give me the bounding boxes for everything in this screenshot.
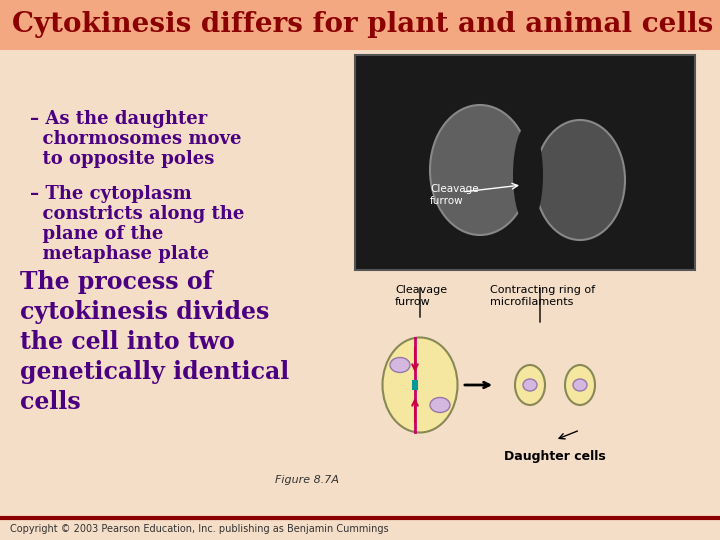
Text: Daughter cells: Daughter cells xyxy=(504,450,606,463)
Ellipse shape xyxy=(430,105,530,235)
Text: to opposite poles: to opposite poles xyxy=(30,150,215,168)
Text: – The cytoplasm: – The cytoplasm xyxy=(30,185,192,203)
Ellipse shape xyxy=(515,365,545,405)
Text: genetically identical: genetically identical xyxy=(20,360,289,384)
Text: Cleavage
furrow: Cleavage furrow xyxy=(430,184,479,206)
Text: chormosomes move: chormosomes move xyxy=(30,130,241,148)
Text: constricts along the: constricts along the xyxy=(30,205,244,223)
Text: plane of the: plane of the xyxy=(30,225,163,243)
Bar xyxy=(412,380,418,390)
Ellipse shape xyxy=(523,379,537,391)
Text: Figure 8.7A: Figure 8.7A xyxy=(275,475,339,485)
Text: metaphase plate: metaphase plate xyxy=(30,245,209,263)
Ellipse shape xyxy=(430,397,450,413)
Text: Contracting ring of
microfilaments: Contracting ring of microfilaments xyxy=(490,285,595,307)
Text: the cell into two: the cell into two xyxy=(20,330,235,354)
Text: The process of: The process of xyxy=(20,270,212,294)
Ellipse shape xyxy=(513,125,543,225)
Ellipse shape xyxy=(565,365,595,405)
Ellipse shape xyxy=(390,357,410,373)
FancyBboxPatch shape xyxy=(355,55,695,270)
Text: – As the daughter: – As the daughter xyxy=(30,110,207,128)
Ellipse shape xyxy=(382,338,457,433)
FancyBboxPatch shape xyxy=(0,0,720,50)
Ellipse shape xyxy=(573,379,587,391)
Text: Cleavage
furrow: Cleavage furrow xyxy=(395,285,447,307)
Text: Copyright © 2003 Pearson Education, Inc. publishing as Benjamin Cummings: Copyright © 2003 Pearson Education, Inc.… xyxy=(10,524,389,534)
Text: cells: cells xyxy=(20,390,81,414)
Text: Cytokinesis differs for plant and animal cells: Cytokinesis differs for plant and animal… xyxy=(12,11,714,38)
Ellipse shape xyxy=(535,120,625,240)
Text: cytokinesis divides: cytokinesis divides xyxy=(20,300,269,324)
